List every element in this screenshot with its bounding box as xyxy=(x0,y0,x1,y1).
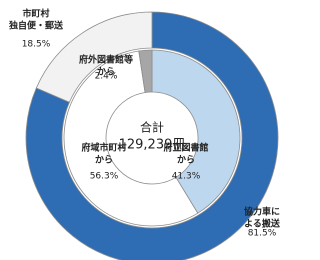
value-label: 56.3% xyxy=(90,172,119,182)
segment-label: 市町村 xyxy=(22,8,49,20)
segment-label: 府立図書館 xyxy=(163,142,208,154)
segment-label: よる搬送 xyxy=(244,218,281,230)
value-label: 18.5% xyxy=(22,40,51,50)
value-label: 41.3% xyxy=(172,172,201,182)
value-label: 2.4% xyxy=(95,72,118,82)
donut-segment xyxy=(63,50,199,227)
donut-segment xyxy=(25,11,279,260)
segment-label: から xyxy=(95,155,113,166)
segment-label: 独自便・郵送 xyxy=(8,20,64,32)
value-label: 81.5% xyxy=(248,229,277,239)
chart: 協力車による搬送81.5%市町村独自便・郵送18.5%府立図書館から41.3%府… xyxy=(8,8,281,260)
segment-label: から xyxy=(97,67,115,78)
segment-label: 府外図書館等 xyxy=(79,54,133,66)
center-value: 129,239冊 xyxy=(119,138,186,153)
center-title: 合計 xyxy=(140,120,164,135)
segment-label: 府域市町村 xyxy=(81,142,126,154)
segment-label: から xyxy=(177,155,195,166)
donut-segment xyxy=(35,11,153,103)
donut-segment xyxy=(151,49,241,214)
donut-segment xyxy=(138,49,153,93)
segment-label: 協力車に xyxy=(244,206,280,218)
